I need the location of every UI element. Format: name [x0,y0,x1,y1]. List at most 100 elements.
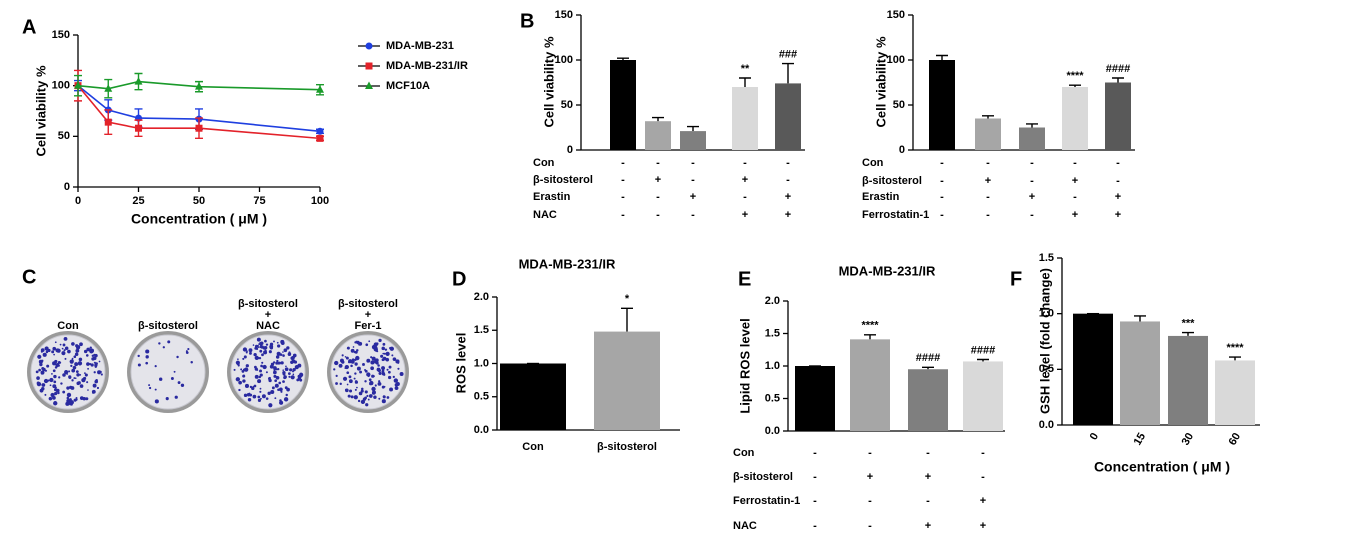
significance-label: **** [861,320,879,332]
colony [378,397,381,400]
colony [349,389,353,393]
error-bar [977,358,989,362]
colony [297,363,302,368]
colony [54,359,58,364]
colony [59,361,62,364]
condition-sign: - [621,209,625,221]
condition-sign: - [1116,175,1120,187]
colony [64,357,67,360]
colony [384,348,388,351]
colony [368,394,373,398]
colony [247,397,252,402]
colony [259,345,262,349]
colony [280,339,285,344]
error-bar [1182,331,1194,336]
colony [256,337,261,342]
marker [104,118,112,126]
colony [395,359,400,364]
colony [367,398,370,401]
colony [53,401,58,406]
x-tick-label: 15 [1132,431,1149,448]
colony [282,354,285,357]
colony [354,380,358,383]
colony [69,400,74,405]
colony [145,355,149,359]
colony [335,374,338,377]
colony [287,372,291,376]
y-axis-label: GSH level (fold change) [1037,268,1052,414]
colony [59,343,62,346]
colony [158,342,161,345]
y-tick-label: 1.5 [474,324,489,336]
colony [374,384,377,387]
colony [64,370,69,375]
colony [44,393,47,396]
colony [238,388,241,392]
colony [245,364,249,368]
plate-label: β-sitosterol [338,298,398,310]
colony [66,392,72,398]
y-axis-label: ROS level [453,333,468,394]
colony [360,399,366,405]
colony [249,351,252,355]
colony [190,361,193,364]
colony [354,358,357,362]
colony [374,360,378,363]
colony [52,369,56,373]
colony [50,392,55,398]
y-tick-label: 150 [52,29,70,41]
colony [93,361,96,364]
colony [282,372,286,376]
colony [253,384,257,388]
y-tick-label: 2.0 [765,295,780,307]
colony [75,362,78,366]
colony [177,381,181,385]
colony [77,381,81,385]
colony [243,393,248,398]
colony [261,353,264,357]
colony [274,379,278,383]
colony [276,341,279,344]
condition-sign: - [986,191,990,203]
colony [86,347,90,352]
colony [61,351,66,356]
colony [366,372,371,377]
colony [54,386,57,389]
colony [276,359,279,363]
colony [82,396,86,401]
colony [345,388,349,393]
colony [240,368,243,371]
colony [84,373,88,377]
colony [368,378,372,382]
bar [645,121,671,150]
colony [257,395,261,399]
x-tick-label: 100 [311,195,329,207]
colony [66,396,70,400]
colony [145,349,150,354]
colony [62,390,66,394]
colony [383,352,386,355]
colony [262,346,267,350]
colony [399,372,404,377]
colony [273,374,277,378]
colony [273,340,275,343]
colony [87,367,89,370]
colony [54,341,57,344]
y-axis-label: Lipid ROS level [737,318,752,413]
colony [273,369,276,371]
x-tick-label: 30 [1180,431,1197,448]
colony [278,387,283,392]
colony [381,346,385,351]
colony [296,378,300,382]
colony [393,378,399,383]
condition-sign: + [925,520,931,532]
condition-sign: - [868,447,872,459]
colony [283,376,287,380]
x-tick-label: 25 [132,195,144,207]
colony [71,357,74,360]
colony [245,351,248,354]
colony [71,342,75,346]
colony [92,356,97,361]
panel-label: B [520,10,534,32]
